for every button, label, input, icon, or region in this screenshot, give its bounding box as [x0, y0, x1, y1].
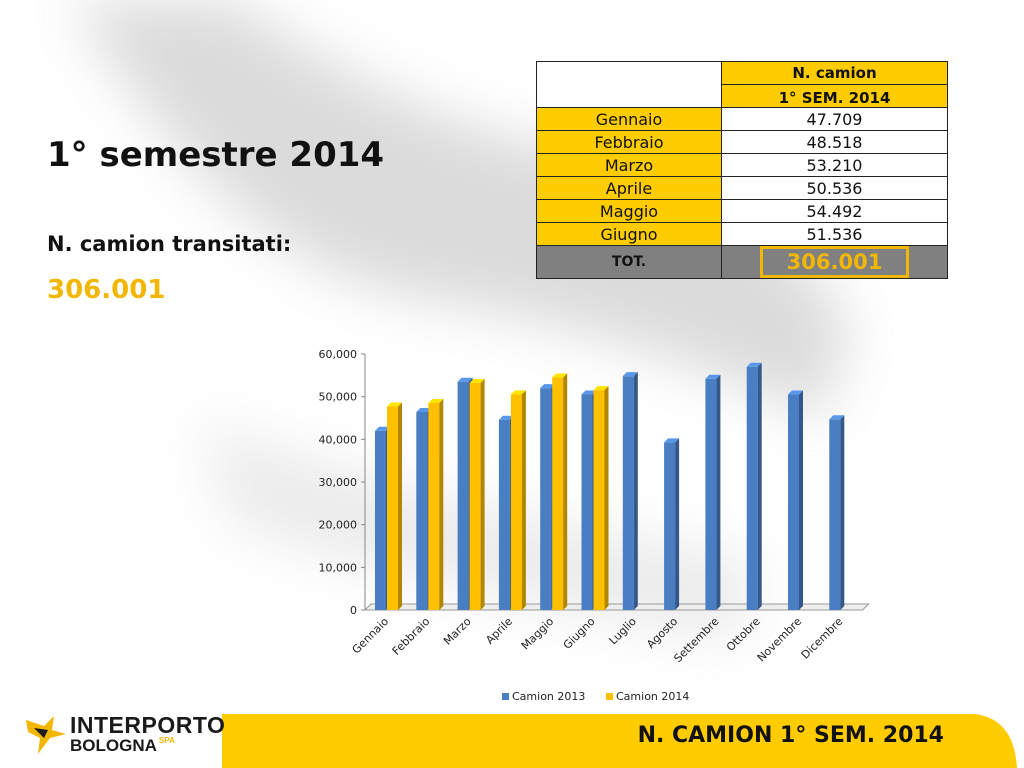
bar-2013: [705, 374, 721, 610]
value-cell: 51.536: [721, 222, 948, 246]
bird-logo-icon: [26, 716, 66, 754]
month-cell: Marzo: [536, 153, 722, 177]
bar-2013: [746, 362, 762, 610]
table-row: Marzo 53.210: [536, 153, 948, 177]
bar-2014: [510, 390, 526, 610]
x-tick-label: Febbraio: [390, 615, 433, 658]
table-row: Gennaio 47.709: [536, 107, 948, 131]
data-table: N. camion 1° SEM. 2014 Gennaio 47.709 Fe…: [536, 61, 948, 279]
month-cell: Aprile: [536, 176, 722, 200]
month-cell: Febbraio: [536, 130, 722, 154]
x-tick-label: Giugno: [561, 615, 598, 652]
table-total-row: TOT. 306.001: [536, 245, 948, 279]
chart-floor: [363, 603, 870, 611]
bar-2014: [428, 398, 444, 610]
x-tick-label: Agosto: [644, 615, 680, 651]
footer-bar: [222, 714, 1017, 768]
bar-2014: [593, 386, 609, 610]
bar-2013: [664, 438, 680, 610]
value-cell: 50.536: [721, 176, 948, 200]
y-tick-label: 40,000: [319, 433, 358, 446]
x-tick-label: Ottobre: [724, 615, 763, 654]
total-value: 306.001: [47, 275, 166, 305]
x-tick-label: Luglio: [607, 615, 640, 648]
footer-title: N. CAMION 1° SEM. 2014: [637, 723, 944, 748]
bar-2014: [469, 378, 485, 610]
bar-chart: 0 10,000 20,000 30,000 40,000 50,000 60,000 Gen…: [319, 348, 870, 703]
value-cell: 53.210: [721, 153, 948, 177]
y-tick-label: 30,000: [319, 476, 358, 489]
table-row: Febbraio 48.518: [536, 130, 948, 154]
y-tick-label: 60,000: [319, 348, 358, 361]
bar-2013: [788, 390, 803, 610]
logo-spa: SPA: [158, 736, 175, 745]
value-cell: 48.518: [721, 130, 948, 154]
y-tick-label: 20,000: [319, 519, 358, 532]
legend-label: Camion 2014: [616, 690, 689, 703]
x-tick-label: Gennaio: [350, 615, 392, 657]
y-tick-label: 0: [350, 604, 357, 617]
value-cell: 47.709: [721, 107, 948, 131]
table-subheader: 1° SEM. 2014: [721, 84, 948, 108]
y-tick-label: 10,000: [319, 561, 358, 574]
page-title: 1° semestre 2014: [47, 135, 385, 175]
month-cell: Gennaio: [536, 107, 722, 131]
bar-2014: [387, 402, 402, 610]
legend-swatch: [606, 693, 613, 700]
bar-2013: [622, 372, 638, 610]
x-tick-label: Settembre: [671, 615, 721, 665]
x-tick-label: Marzo: [441, 615, 474, 648]
y-tick-label: 50,000: [319, 391, 358, 404]
logo-city: BOLOGNA: [70, 736, 157, 755]
table-header: N. camion: [721, 61, 948, 85]
table-row: Maggio 54.492: [536, 199, 948, 223]
subtitle: N. camion transitati:: [47, 232, 292, 256]
value-cell: 54.492: [721, 199, 948, 223]
logo-wordmark: INTERPORTO: [70, 712, 226, 738]
legend-label: Camion 2013: [512, 690, 585, 703]
total-highlight-box: 306.001: [759, 246, 910, 278]
bar-2014: [552, 373, 568, 610]
table-row: Giugno 51.536: [536, 222, 948, 246]
month-cell: Maggio: [536, 199, 722, 223]
x-tick-label: Aprile: [483, 615, 515, 647]
x-tick-label: Maggio: [519, 615, 557, 653]
table-corner-cell: [536, 61, 722, 108]
x-tick-label: Dicembre: [799, 615, 846, 662]
x-tick-label: Novembre: [755, 615, 805, 665]
bar-2013: [829, 415, 845, 610]
logo-subwordmark: BOLOGNA SPA: [70, 736, 175, 756]
month-cell: Giugno: [536, 222, 722, 246]
table-row: Aprile 50.536: [536, 176, 948, 200]
total-label: TOT.: [536, 245, 722, 279]
legend-swatch: [502, 693, 509, 700]
total-cell: 306.001: [721, 245, 948, 279]
